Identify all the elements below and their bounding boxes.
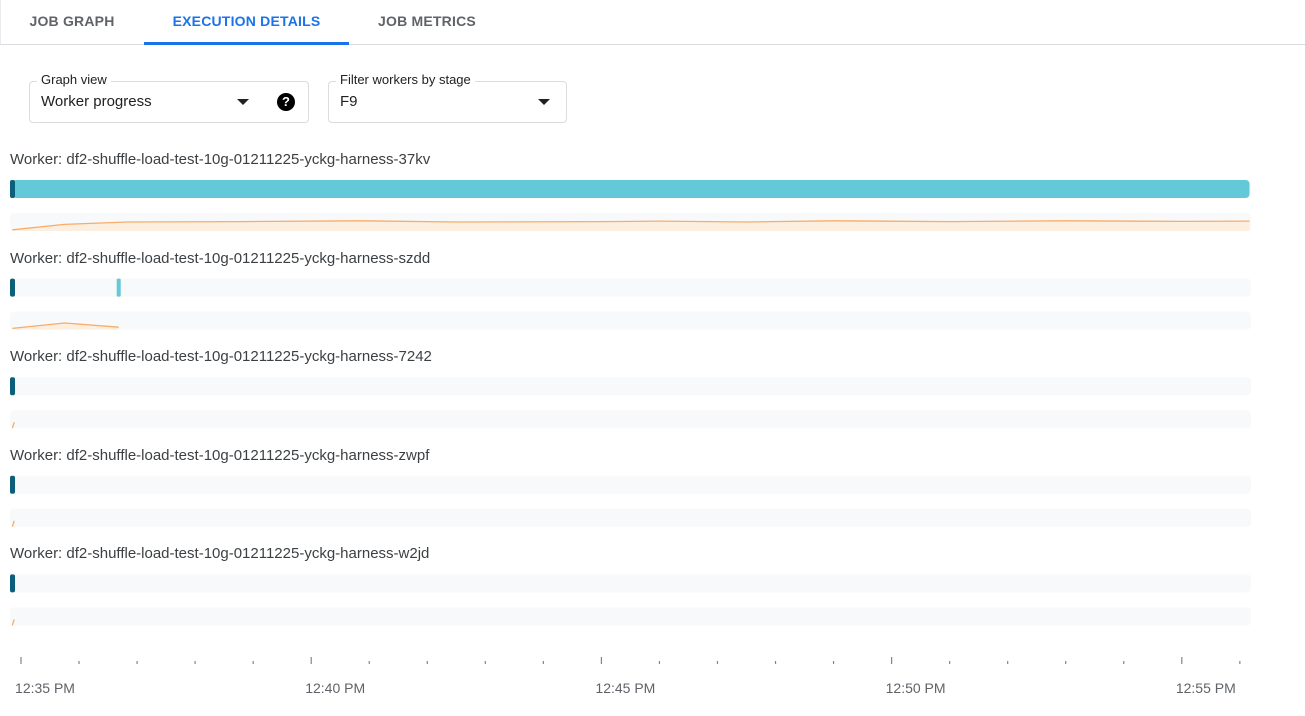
- worker-label: Worker: df2-shuffle-load-test-10g-012112…: [10, 348, 432, 366]
- sparkline-track: [10, 311, 1251, 330]
- chevron-down-icon: [538, 99, 550, 105]
- sparkline-area: [12, 323, 119, 330]
- graph-view-select[interactable]: Graph view Worker progress ?: [29, 72, 309, 123]
- worker-label: Worker: df2-shuffle-load-test-10g-012112…: [10, 446, 430, 464]
- graph-view-value: Worker progress: [41, 93, 152, 110]
- sparkline: [11, 422, 15, 429]
- tab-job-graph[interactable]: JOB GRAPH: [29, 13, 115, 29]
- sparkline-area: [12, 220, 1250, 231]
- sparkline: [11, 619, 15, 626]
- tab-job-metrics[interactable]: JOB METRICS: [378, 13, 476, 29]
- tick-label: 12:45 PM: [595, 680, 656, 696]
- stage-filter-select[interactable]: Filter workers by stage F9: [328, 72, 567, 123]
- tick-label: 12:40 PM: [305, 680, 366, 696]
- tab-execution-details[interactable]: EXECUTION DETAILS: [144, 0, 349, 45]
- tick-label: 12:35 PM: [15, 680, 75, 696]
- progress-start-marker: [10, 574, 15, 593]
- progress-start-marker: [10, 377, 15, 396]
- help-circle-icon[interactable]: ?: [277, 93, 295, 111]
- sparkline: [12, 220, 1250, 231]
- sparkline-track: [10, 508, 1251, 527]
- progress-marker: [116, 278, 121, 297]
- stage-filter-value: F9: [340, 93, 358, 110]
- worker-label: Worker: df2-shuffle-load-test-10g-012112…: [10, 545, 430, 563]
- chevron-down-icon: [237, 99, 249, 105]
- progress-start-marker: [10, 278, 15, 297]
- tab-bar: JOB GRAPH EXECUTION DETAILS JOB METRICS: [0, 0, 1305, 45]
- progress-bar: [12, 180, 1250, 198]
- progress-start-marker: [10, 475, 15, 494]
- sparkline: [12, 322, 119, 330]
- sparkline-track: [10, 607, 1251, 626]
- worker-label: Worker: df2-shuffle-load-test-10g-012112…: [10, 151, 431, 168]
- progress-track: [10, 278, 1251, 297]
- graph-view-label: Graph view: [37, 72, 111, 87]
- tick-label: 12:55 PM: [1175, 680, 1236, 696]
- worker-label: Worker: df2-shuffle-load-test-10g-012112…: [10, 249, 431, 267]
- stage-filter-label: Filter workers by stage: [336, 72, 475, 87]
- progress-track: [10, 377, 1251, 396]
- progress-track: [10, 574, 1251, 593]
- tick-label: 12:50 PM: [885, 680, 946, 696]
- progress-start-marker: [10, 180, 15, 198]
- progress-track: [10, 475, 1251, 494]
- sparkline-track: [10, 410, 1251, 429]
- sparkline: [11, 520, 15, 527]
